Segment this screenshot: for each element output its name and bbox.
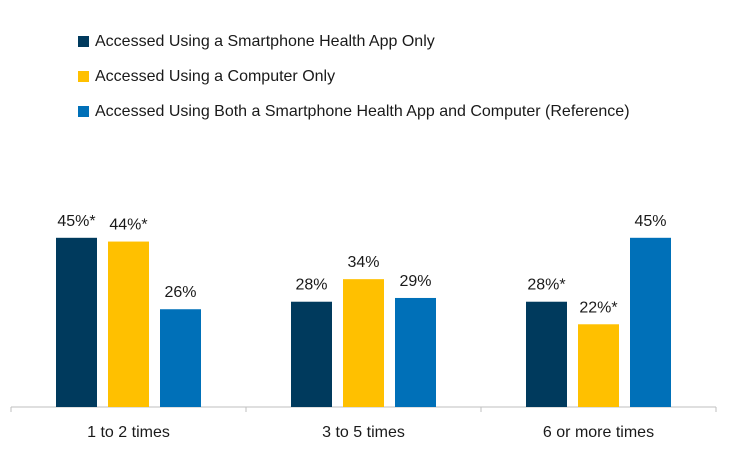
legend-label-both: Accessed Using Both a Smartphone Health …: [95, 102, 630, 120]
legend-item-computer-only: Accessed Using a Computer Only: [78, 59, 630, 94]
data-label: 22%*: [579, 299, 617, 316]
data-label: 26%: [164, 284, 196, 301]
data-label: 34%: [347, 254, 379, 271]
bar: [160, 309, 201, 407]
x-tick-label: 1 to 2 times: [87, 424, 170, 441]
bar: [630, 237, 671, 407]
x-tick-label: 3 to 5 times: [322, 424, 405, 441]
legend-item-smartphone-only: Accessed Using a Smartphone Health App O…: [78, 24, 630, 59]
legend-label-computer-only: Accessed Using a Computer Only: [95, 67, 336, 85]
bar: [56, 237, 97, 407]
data-label: 45%: [634, 213, 666, 230]
bar: [343, 279, 384, 407]
legend-item-both: Accessed Using Both a Smartphone Health …: [78, 94, 630, 129]
bar: [578, 324, 619, 407]
data-label: 44%*: [109, 217, 147, 234]
bar: [526, 301, 567, 407]
legend-swatch-both: [78, 106, 89, 117]
x-tick-label: 6 or more times: [543, 424, 654, 441]
bar: [395, 297, 436, 407]
data-label: 45%*: [57, 213, 95, 230]
data-label: 28%: [295, 277, 327, 294]
data-label: 29%: [399, 273, 431, 290]
data-label: 28%*: [527, 277, 565, 294]
bar: [291, 301, 332, 407]
legend-swatch-computer-only: [78, 71, 89, 82]
legend-swatch-smartphone-only: [78, 36, 89, 47]
legend-label-smartphone-only: Accessed Using a Smartphone Health App O…: [95, 32, 435, 50]
bar: [108, 241, 149, 407]
legend: Accessed Using a Smartphone Health App O…: [78, 24, 630, 129]
